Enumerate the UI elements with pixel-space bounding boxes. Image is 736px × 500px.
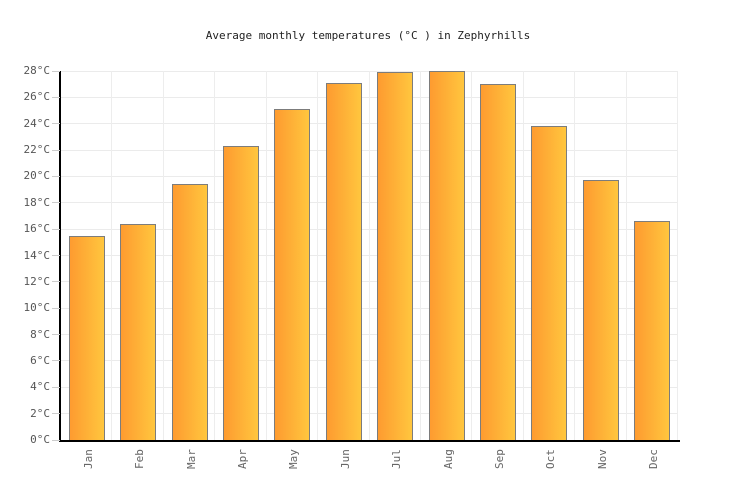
x-axis-label: Apr [235,449,249,469]
y-axis-tick [52,123,60,125]
y-axis-label: 12°C [23,274,51,288]
y-axis-tick [52,255,60,256]
gridline-vertical [471,71,473,440]
bar-jan [68,235,105,440]
bar-jun [325,82,362,440]
y-axis-label: 0°C [30,433,50,446]
gridline-horizontal [61,149,678,151]
bar-aug [428,71,465,440]
y-axis-label: 16°C [23,222,51,236]
x-axis-label: Jan [81,449,95,469]
gridline-horizontal [61,281,678,283]
y-axis-tick [52,70,60,72]
y-axis-label: 24°C [23,116,51,130]
bar-nov [582,180,619,440]
bar-may [274,109,311,440]
y-axis-tick [52,228,60,230]
x-axis-label: May [287,449,301,469]
gridline-horizontal [61,96,678,98]
y-axis-label: 28°C [23,64,51,77]
y-axis-label: 26°C [23,90,51,104]
y-axis-tick [52,360,60,362]
y-axis-tick [52,386,60,388]
gridline-vertical [162,71,164,440]
y-axis-tick [52,413,60,415]
x-axis-label: Oct [544,449,558,469]
y-axis-label: 6°C [30,353,50,367]
gridline-horizontal [61,307,678,309]
x-axis-label: Sep [493,449,507,469]
y-axis-label: 20°C [23,169,51,183]
gridline-vertical [419,71,421,440]
x-axis-label: Jul [390,449,404,469]
x-axis-label: Dec [647,449,661,469]
gridline-horizontal [61,255,678,256]
bar-mar [171,184,208,440]
gridline-horizontal [61,71,678,72]
gridline-horizontal [61,360,678,362]
gridline-horizontal [61,175,678,177]
gridline-vertical [317,71,319,440]
gridline-horizontal [61,202,678,204]
gridline-vertical [265,71,267,440]
y-axis-label: 14°C [23,248,51,262]
gridline-vertical [522,71,524,440]
y-axis-label: 8°C [30,327,50,341]
bar-oct [531,126,568,440]
gridline-horizontal [61,413,678,415]
gridline-vertical [574,71,576,440]
gridline-horizontal [61,123,678,125]
y-axis-label: 2°C [30,406,50,420]
x-axis-label: Nov [595,449,609,469]
y-axis-label: 22°C [23,143,51,157]
y-axis-label: 10°C [23,301,51,315]
y-axis-tick [52,175,60,177]
x-axis-label: Feb [133,449,147,469]
bar-sep [480,84,517,440]
gridline-vertical [677,71,678,440]
gridline-horizontal [61,386,678,388]
y-axis-tick [52,149,60,151]
y-axis-tick [52,334,60,336]
gridline-vertical [368,71,370,440]
bar-dec [634,221,671,440]
gridline-vertical [214,71,216,440]
chart-title: Average monthly temperatures (°C ) in Ze… [205,29,531,42]
y-axis-tick [52,202,60,204]
x-axis-label: Jun [338,449,352,469]
bar-jul [377,72,414,440]
plot-area [59,71,680,442]
y-axis-tick [52,96,60,98]
y-axis-tick [52,281,60,283]
y-axis-label: 4°C [30,380,50,394]
gridline-vertical [625,71,627,440]
gridline-horizontal [61,334,678,336]
x-axis-label: Mar [184,449,198,469]
x-axis-label: Aug [441,449,455,469]
gridline-vertical [111,71,113,440]
bar-feb [120,223,157,440]
y-axis-tick [52,307,60,309]
gridline-horizontal [61,228,678,230]
y-axis-label: 18°C [23,195,51,209]
y-axis-tick [52,439,60,441]
bar-apr [222,146,259,440]
